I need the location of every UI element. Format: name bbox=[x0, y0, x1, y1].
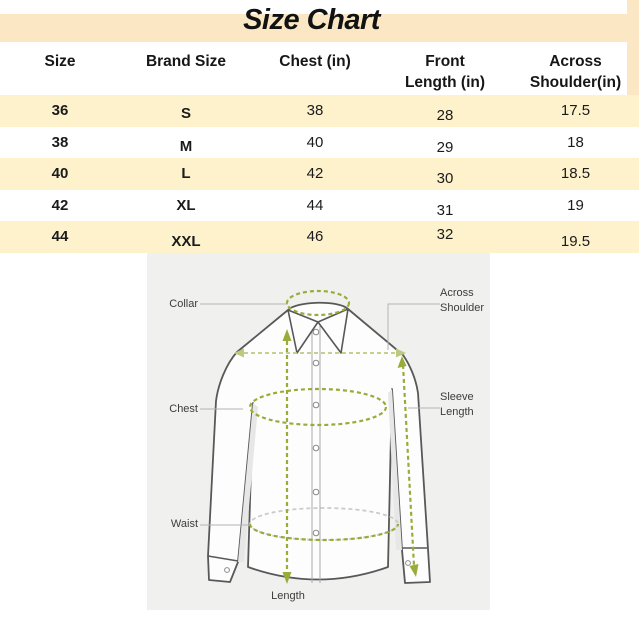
arrow-left-icon bbox=[234, 348, 244, 358]
cell-across-shoulder: 19 bbox=[567, 196, 584, 214]
cell-size: 38 bbox=[51, 133, 69, 151]
cell-chest: 40 bbox=[306, 133, 324, 151]
cuff-button-left bbox=[224, 567, 230, 573]
cell-size: 40 bbox=[51, 165, 69, 183]
shirt-buttons bbox=[312, 328, 320, 537]
cell-front-length: 32 bbox=[436, 226, 454, 244]
cell-brand-size: XL bbox=[176, 196, 196, 214]
cell-brand-size: S bbox=[180, 105, 191, 122]
header-size: Size bbox=[44, 53, 76, 70]
cell-front-length: 30 bbox=[436, 170, 454, 188]
sleeve-shading-left bbox=[238, 403, 258, 562]
waist-measure-arc-front bbox=[248, 523, 400, 542]
sleeve-measure-line bbox=[401, 364, 416, 567]
cell-chest: 42 bbox=[306, 165, 324, 183]
title-band bbox=[0, 14, 639, 42]
shirt-measurement-diagram: Collar Chest Waist Across Shoulder Sleev… bbox=[147, 253, 490, 610]
arrow-right-icon bbox=[396, 348, 406, 358]
cell-size: 44 bbox=[51, 228, 69, 246]
cuff-button-right bbox=[405, 560, 411, 566]
cell-chest: 38 bbox=[306, 102, 324, 119]
table-row: 36 S 38 28 17.5 bbox=[0, 95, 639, 127]
waist-label: Waist bbox=[170, 518, 198, 530]
length-label: Length bbox=[271, 590, 305, 602]
cell-brand-size: XXL bbox=[171, 233, 201, 251]
cell-across-shoulder: 17.5 bbox=[560, 102, 591, 119]
cell-across-shoulder: 19.5 bbox=[560, 233, 591, 251]
cell-front-length: 29 bbox=[436, 138, 454, 156]
collar-measure-ellipse bbox=[285, 289, 351, 317]
table-row: 42 XL 44 31 19 bbox=[0, 190, 639, 222]
chest-label: Chest bbox=[169, 403, 198, 415]
shirt-silhouette bbox=[207, 301, 431, 584]
table-row: 38 M 40 29 18 bbox=[0, 127, 639, 159]
header-front-length: Front Length (in) bbox=[404, 53, 486, 91]
arrow-up-icon bbox=[282, 329, 292, 341]
across-shoulder-label: Across Shoulder bbox=[440, 287, 485, 314]
chest-measure-ellipse bbox=[248, 387, 388, 427]
header-brand-size: Brand Size bbox=[145, 53, 227, 70]
sleeve-length-label: Sleeve Length bbox=[440, 391, 474, 418]
cell-size: 36 bbox=[51, 102, 69, 119]
cell-front-length: 28 bbox=[436, 107, 454, 124]
cell-across-shoulder: 18 bbox=[567, 133, 584, 151]
shirt-diagram-drawing bbox=[200, 289, 440, 584]
collar-flap-right bbox=[317, 308, 349, 354]
collar-label: Collar bbox=[169, 298, 198, 310]
cell-chest: 44 bbox=[306, 196, 324, 214]
arrow-up-icon bbox=[397, 356, 407, 368]
arrow-down-icon bbox=[282, 572, 292, 584]
cell-across-shoulder: 18.5 bbox=[560, 165, 591, 183]
size-table-body: 36 S 38 28 17.5 38 M 40 29 18 40 L 42 30… bbox=[0, 95, 639, 253]
cell-size: 42 bbox=[51, 196, 69, 214]
cell-chest: 46 bbox=[306, 228, 324, 246]
cell-front-length: 31 bbox=[436, 201, 454, 219]
table-header-row: Size Brand Size Chest (in) Front Length … bbox=[0, 42, 639, 95]
page-title: Size Chart bbox=[243, 4, 380, 36]
table-row: 44 XXL 46 32 19.5 bbox=[0, 221, 639, 253]
cuff-seam-left bbox=[207, 555, 239, 562]
table-row: 40 L 42 30 18.5 bbox=[0, 158, 639, 190]
sleeve-shading-right bbox=[388, 389, 402, 550]
cell-brand-size: M bbox=[179, 137, 193, 155]
label-leader-lines bbox=[200, 303, 440, 526]
cell-brand-size: L bbox=[181, 165, 191, 183]
header-across-shoulder: Across Shoulder(in) bbox=[529, 53, 622, 91]
collar-flap-left bbox=[287, 309, 319, 354]
header-chest: Chest (in) bbox=[279, 53, 351, 70]
arrow-down-icon bbox=[409, 564, 419, 577]
